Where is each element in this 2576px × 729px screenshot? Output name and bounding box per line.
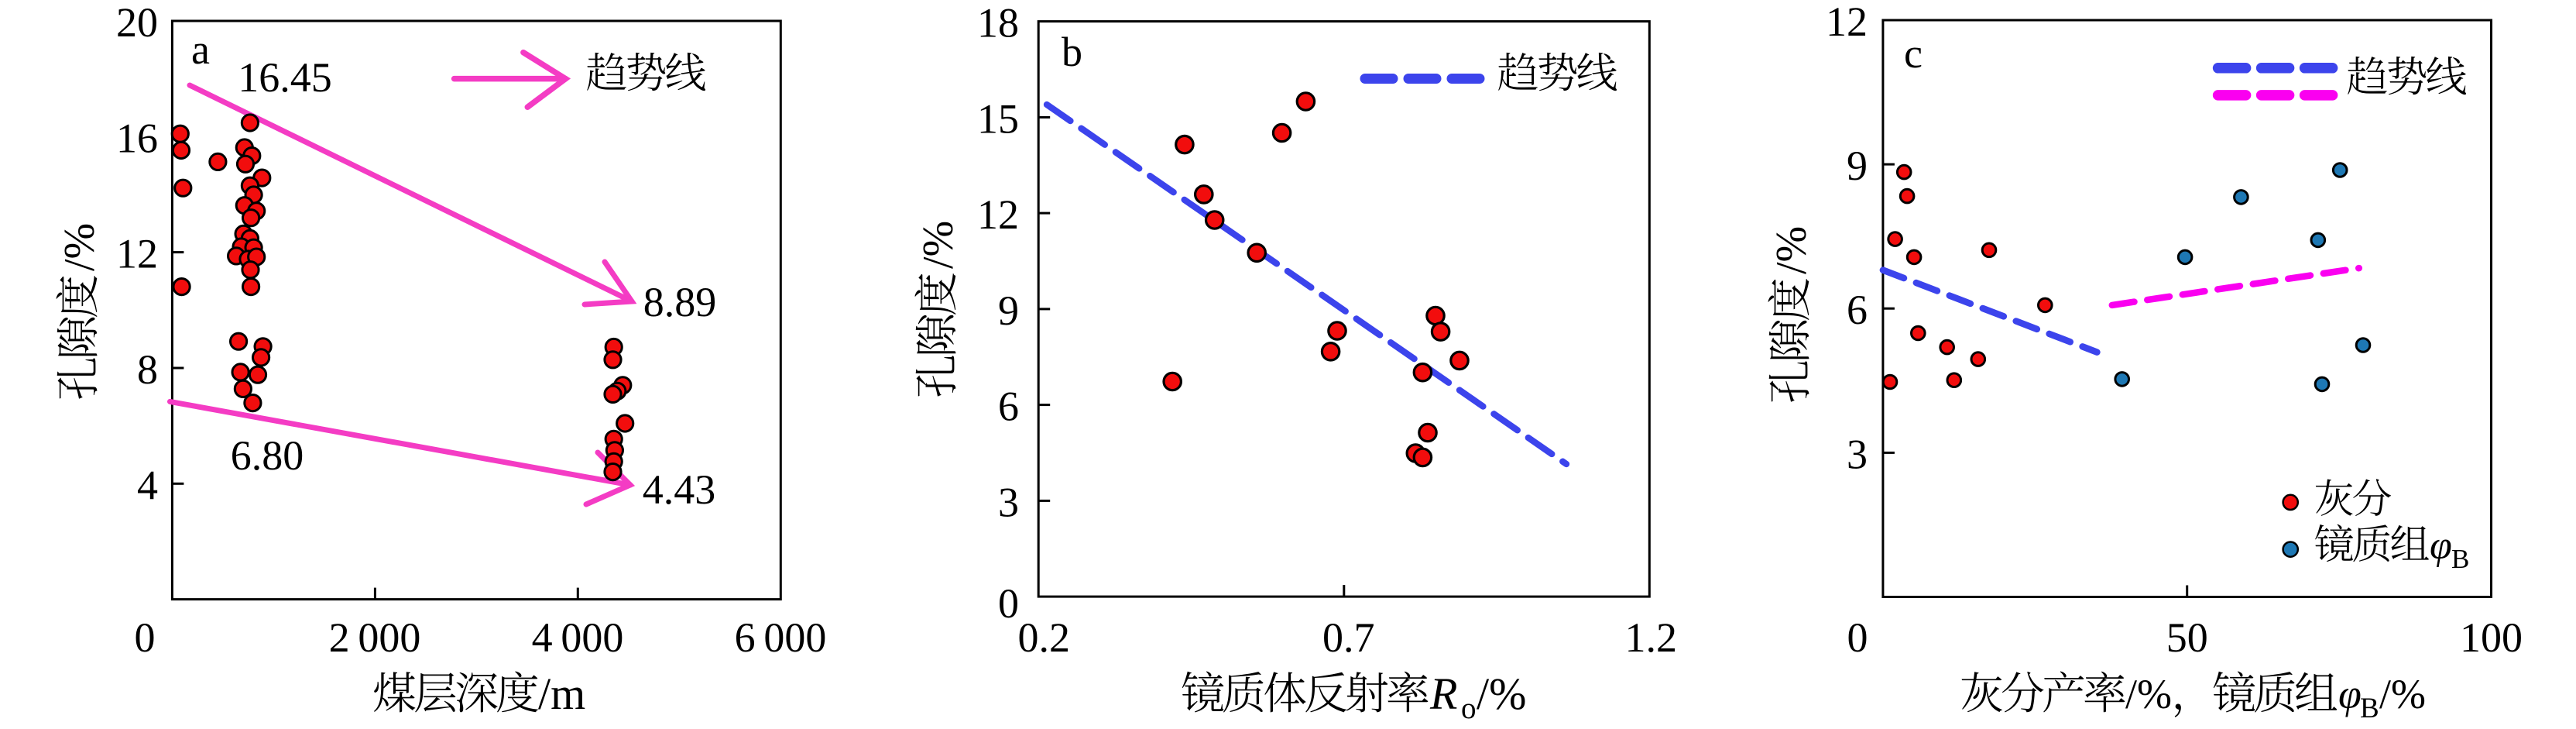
svg-text:0.7: 0.7 [1322,614,1375,661]
svg-text:/%: /% [1477,669,1526,719]
svg-text:/%: /% [56,223,104,271]
svg-text:/%: /% [914,221,962,269]
svg-text:0.2: 0.2 [1017,614,1070,661]
svg-text:6: 6 [998,383,1019,430]
svg-text:R: R [1429,669,1457,719]
svg-text:0: 0 [1847,614,1868,661]
svg-text:/%: /% [2379,671,2426,717]
svg-text:8: 8 [137,346,158,393]
svg-text:3: 3 [998,479,1019,525]
svg-text:12: 12 [977,191,1019,238]
svg-text:6.80: 6.80 [231,432,304,479]
svg-text:16.45: 16.45 [238,54,332,101]
svg-text:2 000: 2 000 [329,614,421,661]
svg-text:8.89: 8.89 [643,279,717,325]
svg-text:B: B [2360,693,2379,724]
svg-text:20: 20 [116,0,158,46]
svg-text:c: c [1904,30,1923,77]
svg-text:/m: /m [538,669,585,719]
svg-text:1.2: 1.2 [1625,614,1678,661]
svg-text:o: o [1461,692,1477,725]
svg-text:/%: /% [1768,226,1816,274]
svg-text:3: 3 [1847,431,1868,477]
svg-text:6: 6 [1847,287,1868,333]
svg-text:100: 100 [2460,614,2523,661]
svg-text:a: a [191,26,210,73]
svg-text:50: 50 [2166,614,2208,661]
svg-text:/%: /% [2125,671,2172,717]
svg-text:φ: φ [2430,524,2452,568]
svg-text:15: 15 [977,95,1019,142]
svg-text:12: 12 [116,231,158,277]
svg-text:0: 0 [135,614,156,661]
svg-text:16: 16 [116,115,158,161]
svg-text:9: 9 [998,287,1019,334]
svg-text:9: 9 [1847,143,1868,189]
svg-text:φ: φ [2338,671,2362,717]
svg-text:B: B [2451,544,2469,574]
svg-text:4 000: 4 000 [532,614,624,661]
svg-text:18: 18 [977,0,1019,46]
svg-text:4.43: 4.43 [643,466,716,513]
svg-text:6 000: 6 000 [735,614,827,661]
svg-text:12: 12 [1826,0,1868,45]
svg-text:b: b [1062,29,1082,75]
svg-text:0: 0 [998,580,1019,627]
svg-text:4: 4 [137,462,158,508]
